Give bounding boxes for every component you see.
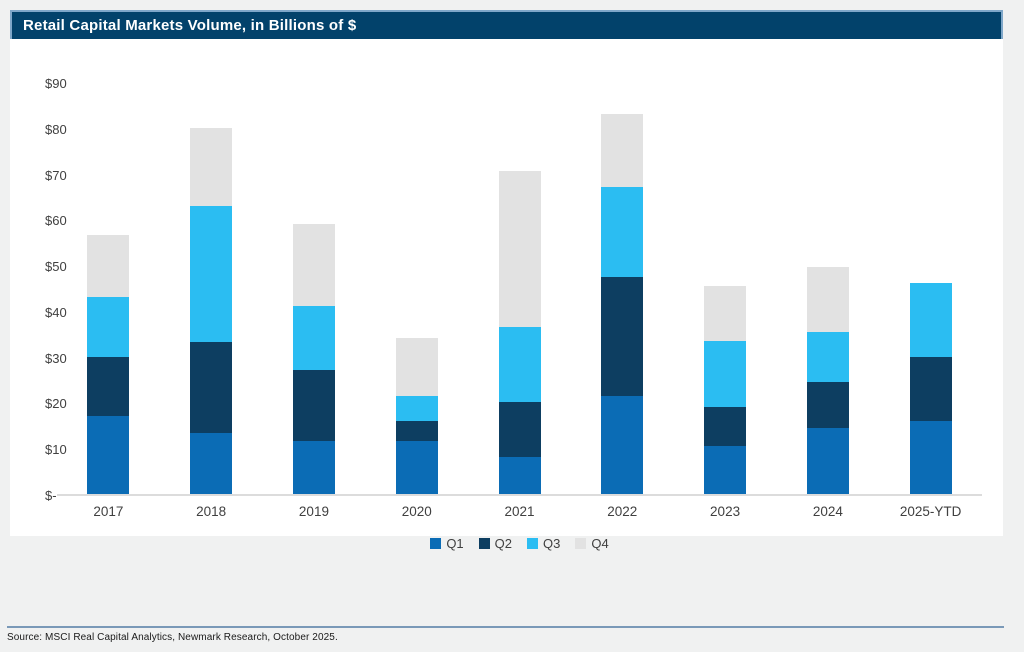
- y-tick-label: $60: [45, 213, 67, 229]
- bar-segment-q4-2023: [704, 285, 747, 341]
- bar-group-2019: [263, 84, 366, 494]
- bar-2020: [395, 338, 438, 494]
- bar-group-2017: [57, 84, 160, 494]
- x-axis-label-2018: 2018: [196, 504, 227, 519]
- bar-2018: [190, 127, 233, 494]
- legend-label: Q3: [543, 536, 561, 551]
- bar-group-2022: [571, 84, 674, 494]
- legend-label: Q2: [494, 536, 512, 551]
- legend-label: Q1: [446, 536, 464, 551]
- bar-segment-q2-2020: [395, 420, 438, 442]
- bar-segment-q1-2024: [806, 427, 849, 494]
- x-axis-label-2020: 2020: [401, 504, 432, 519]
- bar-2022: [601, 114, 644, 494]
- bar-segment-q1-2021: [498, 457, 541, 494]
- bar-segment-q1-2022: [601, 395, 644, 494]
- bar-segment-q1-2018: [190, 433, 233, 494]
- bars-container: [57, 84, 982, 494]
- y-tick-label: $50: [45, 259, 67, 275]
- chart-title: Retail Capital Markets Volume, in Billio…: [23, 17, 357, 34]
- legend-item-q4: Q4: [575, 536, 609, 551]
- legend-item-q1: Q1: [430, 536, 464, 551]
- bar-segment-q2-2021: [498, 402, 541, 458]
- bar-segment-q1-2019: [292, 441, 335, 494]
- bar-2024: [806, 267, 849, 494]
- bar-segment-q2-2019: [292, 370, 335, 442]
- bar-group-2021: [468, 84, 571, 494]
- bar-2019: [292, 223, 335, 494]
- bar-segment-q4-2021: [498, 171, 541, 327]
- y-tick-label: $90: [45, 76, 67, 91]
- stacked-bar-chart: $- $10 $20 $30 $40 $50 $60 $70 $80 $90 2017 2018 20…: [10, 39, 1003, 551]
- bar-segment-q1-2023: [704, 445, 747, 494]
- bar-2023: [704, 285, 747, 494]
- bar-segment-q1-2025-YTD: [909, 420, 952, 494]
- x-axis-label-2025-YTD: 2025-YTD: [899, 504, 962, 519]
- legend-swatch-q2: [478, 538, 490, 549]
- bar-segment-q3-2017: [87, 297, 130, 357]
- chart-panel: Retail Capital Markets Volume, in Billio…: [10, 10, 1003, 551]
- plot-area: [57, 84, 982, 496]
- y-tick-label: $-: [45, 488, 57, 503]
- bar-segment-q2-2025-YTD: [909, 356, 952, 421]
- legend-item-q2: Q2: [478, 536, 512, 551]
- bar-2021: [498, 171, 541, 494]
- bar-group-2018: [160, 84, 263, 494]
- bar-segment-q3-2020: [395, 395, 438, 421]
- bar-segment-q3-2018: [190, 205, 233, 342]
- bar-group-2020: [365, 84, 468, 494]
- bar-segment-q2-2017: [87, 356, 130, 417]
- x-axis: 2017 2018 2019 2020 2021 2022 2023 2024 2025-YTD: [57, 504, 982, 519]
- y-tick-label: $70: [45, 167, 67, 183]
- legend-swatch-q1: [430, 538, 442, 549]
- bar-segment-q4-2024: [806, 267, 849, 332]
- legend-item-q3: Q3: [527, 536, 560, 551]
- bar-2017: [87, 235, 130, 494]
- bar-segment-q2-2024: [806, 381, 849, 428]
- legend-swatch-q3: [527, 538, 538, 549]
- x-axis-label-2017: 2017: [93, 504, 124, 519]
- y-tick-label: $20: [45, 396, 67, 412]
- bar-segment-q1-2017: [87, 416, 130, 494]
- bar-segment-q3-2025-YTD: [909, 283, 952, 357]
- bar-segment-q2-2023: [704, 407, 747, 446]
- bar-segment-q4-2018: [190, 127, 233, 206]
- legend: Q1 Q2 Q3 Q4: [57, 536, 982, 551]
- y-tick-label: $80: [45, 121, 67, 137]
- legend-swatch-q4: [575, 538, 587, 549]
- y-tick-label: $10: [45, 442, 67, 458]
- bar-segment-q2-2022: [601, 276, 644, 396]
- footer-rule: [7, 626, 1004, 628]
- bar-group-2024: [776, 84, 879, 494]
- bar-segment-q1-2020: [395, 441, 438, 494]
- bar-group-2023: [674, 84, 777, 494]
- bar-group-2025-YTD: [879, 84, 982, 494]
- y-tick-label: $30: [45, 350, 67, 366]
- x-axis-label-2022: 2022: [607, 504, 638, 519]
- x-axis-label-2023: 2023: [710, 504, 741, 519]
- bar-segment-q4-2019: [292, 223, 335, 307]
- bar-segment-q3-2023: [704, 340, 747, 408]
- bar-2025-YTD: [909, 283, 952, 494]
- bar-segment-q4-2022: [601, 114, 644, 188]
- bar-segment-q3-2024: [806, 331, 849, 382]
- source-note: Source: MSCI Real Capital Analytics, New…: [7, 632, 338, 643]
- x-axis-label-2024: 2024: [812, 504, 843, 519]
- x-axis-label-2021: 2021: [504, 504, 535, 519]
- bar-segment-q3-2021: [498, 326, 541, 403]
- bar-segment-q4-2017: [87, 235, 130, 298]
- x-axis-label-2019: 2019: [298, 504, 329, 519]
- bar-segment-q2-2018: [190, 341, 233, 434]
- bar-segment-q3-2019: [292, 306, 335, 371]
- bar-segment-q3-2022: [601, 187, 644, 277]
- chart-title-bar: Retail Capital Markets Volume, in Billio…: [10, 10, 1003, 39]
- bar-segment-q4-2020: [395, 338, 438, 396]
- legend-label: Q4: [591, 536, 609, 551]
- y-tick-label: $40: [45, 304, 67, 320]
